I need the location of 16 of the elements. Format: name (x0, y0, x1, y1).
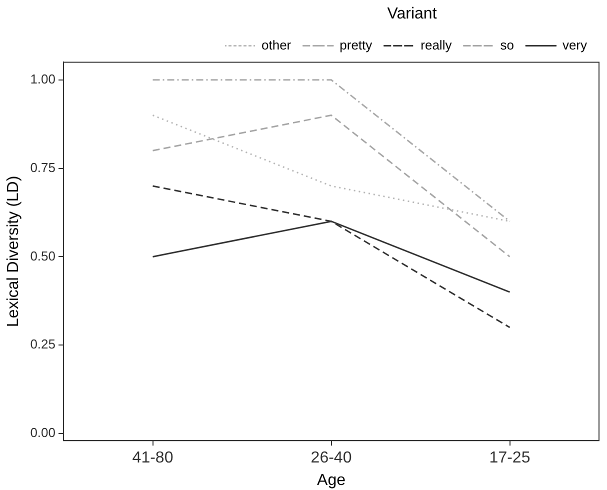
y-tick-label: 0.75 (30, 160, 56, 175)
y-tick-label: 0.50 (30, 248, 56, 264)
legend-label: very (562, 37, 588, 52)
y-tick-label: 0.00 (30, 425, 56, 440)
x-tick-label: 26-40 (310, 450, 352, 467)
legend-title: Variant (387, 5, 438, 22)
y-axis-title: Lexical Diversity (LD) (5, 176, 22, 327)
y-tick-label: 1.00 (30, 71, 56, 86)
y-tick-label: 0.25 (30, 336, 56, 352)
x-tick-label: 17-25 (489, 450, 530, 467)
legend-label: so (500, 37, 514, 52)
legend-label: other (262, 37, 292, 52)
legend-label: pretty (340, 37, 373, 52)
legend-label: really (420, 37, 452, 52)
x-axis-title: Age (317, 472, 346, 489)
x-tick-label: 41-80 (132, 450, 174, 467)
